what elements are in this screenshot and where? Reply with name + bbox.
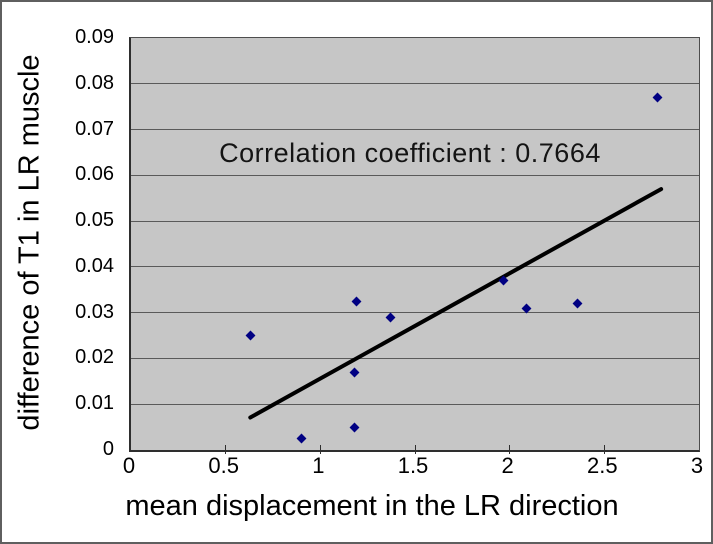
x-tick-mark <box>319 445 321 454</box>
y-tick-label: 0.08 <box>75 71 114 94</box>
correlation-annotation: Correlation coefficient : 0.7664 <box>219 138 601 168</box>
x-tick-label: 2 <box>501 453 514 478</box>
plot-area: Correlation coefficient : 0.7664 <box>129 37 700 454</box>
y-tick-label: 0.04 <box>75 254 114 277</box>
trendline <box>248 187 664 420</box>
gridline <box>131 403 699 405</box>
x-tick-label: 1 <box>312 453 325 478</box>
y-axis-tick-labels: 0 0.01 0.02 0.03 0.04 0.05 0.06 0.07 0.08 0.09 <box>42 26 114 460</box>
y-tick-label: 0.06 <box>75 163 114 186</box>
gridline <box>131 129 699 131</box>
x-tick-label: 2.5 <box>587 453 618 478</box>
y-tick-label: 0.07 <box>75 117 114 140</box>
gridline <box>131 357 699 359</box>
x-axis-title: mean displacement in the LR direction <box>125 490 619 522</box>
x-tick-label: 1.5 <box>397 453 429 478</box>
gridline <box>131 312 699 314</box>
gridline <box>131 266 699 268</box>
y-tick-label: 0.09 <box>75 26 114 48</box>
y-tick-label: 0 <box>102 438 114 460</box>
x-tick-label: 3 <box>690 453 704 478</box>
x-tick-label: 0.5 <box>208 453 239 478</box>
gridline <box>131 220 699 222</box>
x-tick-label: 0 <box>122 453 136 478</box>
x-tick-mark <box>414 445 416 454</box>
x-tick-mark <box>509 445 511 454</box>
gridline <box>131 174 699 176</box>
y-tick-label: 0.02 <box>75 346 114 369</box>
y-tick-label: 0.01 <box>75 392 114 415</box>
y-tick-label: 0.03 <box>75 300 114 323</box>
gridline <box>131 83 699 85</box>
y-tick-label: 0.05 <box>75 209 114 232</box>
x-axis-tick-labels: 0 0.5 1 1.5 2 2.5 3 <box>123 453 703 480</box>
x-tick-mark <box>603 445 605 454</box>
x-tick-mark <box>225 445 227 454</box>
